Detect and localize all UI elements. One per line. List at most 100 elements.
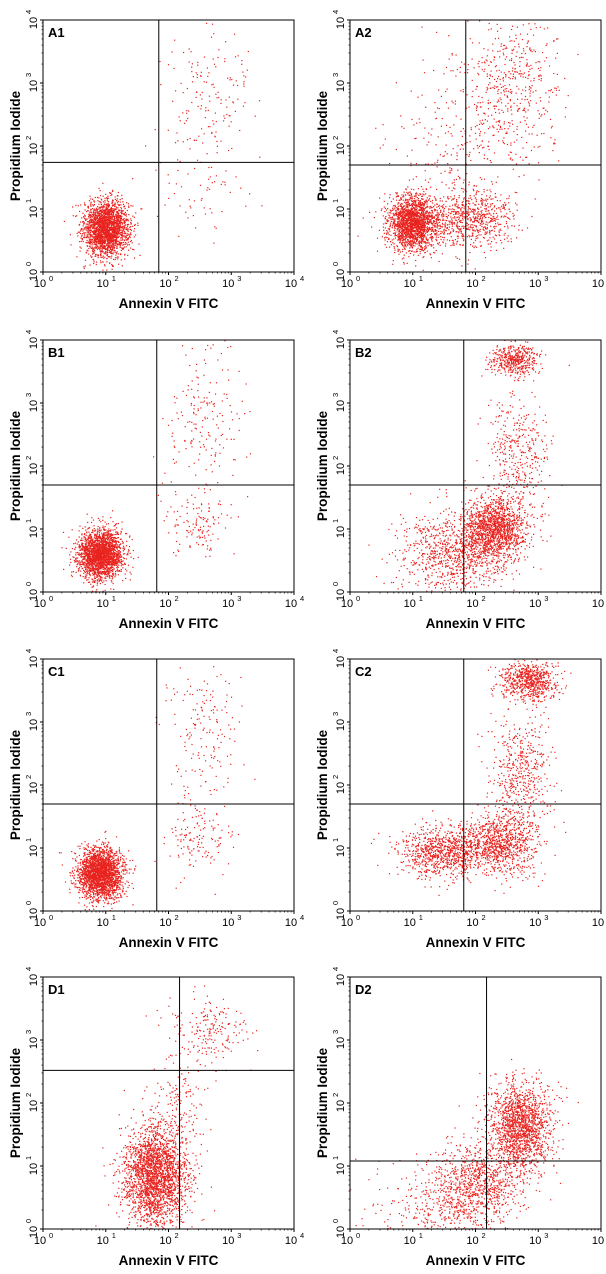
event-point bbox=[434, 226, 436, 228]
event-point bbox=[411, 229, 413, 231]
event-point bbox=[411, 198, 413, 200]
event-point bbox=[472, 229, 474, 231]
event-point bbox=[105, 245, 107, 247]
event-point bbox=[416, 197, 418, 199]
event-point bbox=[409, 205, 411, 207]
event-point bbox=[84, 265, 86, 267]
event-point bbox=[449, 223, 451, 225]
event-point bbox=[99, 234, 101, 236]
event-point bbox=[210, 36, 213, 38]
event-point bbox=[430, 209, 433, 212]
event-point bbox=[484, 199, 486, 201]
event-point bbox=[232, 101, 234, 103]
event-point bbox=[414, 219, 416, 221]
event-point bbox=[117, 207, 119, 209]
event-point bbox=[402, 208, 404, 210]
event-point bbox=[92, 228, 94, 230]
event-point bbox=[436, 234, 438, 236]
event-point bbox=[97, 237, 99, 239]
event-point bbox=[116, 229, 118, 231]
event-point bbox=[98, 221, 100, 223]
event-point bbox=[423, 221, 425, 223]
event-point bbox=[395, 214, 397, 216]
event-point bbox=[407, 216, 409, 218]
event-point bbox=[402, 232, 404, 234]
event-point bbox=[137, 222, 139, 224]
event-point bbox=[172, 100, 174, 102]
event-point bbox=[122, 247, 125, 249]
event-point bbox=[115, 234, 117, 236]
event-point bbox=[123, 206, 125, 208]
event-point bbox=[476, 235, 478, 237]
event-point bbox=[106, 222, 108, 224]
event-point bbox=[411, 204, 413, 206]
event-point bbox=[399, 249, 401, 251]
event-point bbox=[106, 214, 108, 216]
event-point bbox=[113, 222, 115, 225]
event-point bbox=[236, 84, 239, 87]
event-point bbox=[423, 210, 425, 212]
event-point bbox=[177, 169, 179, 172]
event-point bbox=[413, 212, 415, 214]
event-point bbox=[438, 215, 440, 217]
event-point bbox=[424, 252, 426, 254]
event-point bbox=[393, 213, 395, 215]
event-point bbox=[87, 223, 89, 225]
event-point bbox=[405, 231, 407, 233]
event-point bbox=[104, 219, 106, 221]
event-point bbox=[117, 212, 119, 214]
event-point bbox=[424, 224, 426, 226]
event-point bbox=[362, 217, 364, 219]
event-point bbox=[99, 221, 101, 223]
event-point bbox=[79, 246, 81, 248]
event-point bbox=[99, 246, 101, 248]
event-point bbox=[103, 244, 105, 247]
event-point bbox=[104, 213, 107, 215]
event-point bbox=[92, 250, 94, 252]
event-point bbox=[120, 246, 122, 248]
event-point bbox=[402, 222, 405, 224]
event-point bbox=[404, 225, 406, 227]
event-point bbox=[383, 232, 385, 234]
event-point bbox=[99, 215, 101, 217]
event-point bbox=[84, 227, 86, 229]
event-point bbox=[407, 238, 409, 241]
event-point bbox=[100, 253, 102, 255]
event-point bbox=[487, 203, 489, 205]
event-point bbox=[482, 236, 485, 239]
event-point bbox=[130, 205, 132, 207]
event-point bbox=[97, 246, 99, 248]
event-point bbox=[497, 222, 499, 224]
event-point bbox=[107, 238, 109, 240]
event-point bbox=[81, 235, 83, 237]
event-point bbox=[439, 244, 441, 246]
event-point bbox=[410, 194, 412, 196]
event-point bbox=[494, 218, 496, 220]
event-point bbox=[116, 244, 118, 246]
event-point bbox=[242, 105, 245, 107]
event-point bbox=[401, 225, 404, 227]
event-point bbox=[470, 227, 472, 229]
event-point bbox=[92, 198, 94, 200]
event-point bbox=[111, 217, 113, 219]
event-point bbox=[393, 214, 395, 217]
event-point bbox=[226, 113, 228, 116]
event-point bbox=[420, 205, 422, 207]
event-point bbox=[106, 219, 108, 222]
event-point bbox=[412, 220, 415, 222]
event-point bbox=[419, 242, 421, 244]
event-point bbox=[124, 254, 126, 256]
event-point bbox=[187, 217, 189, 219]
event-point bbox=[215, 66, 217, 68]
event-point bbox=[399, 214, 401, 216]
event-point bbox=[414, 236, 416, 238]
event-point bbox=[405, 207, 407, 209]
event-point bbox=[420, 236, 422, 238]
event-point bbox=[220, 99, 222, 101]
event-point bbox=[95, 238, 97, 240]
event-point bbox=[501, 215, 503, 217]
event-point bbox=[93, 251, 95, 253]
event-point bbox=[401, 218, 403, 220]
event-point bbox=[196, 74, 198, 76]
event-point bbox=[426, 216, 428, 218]
